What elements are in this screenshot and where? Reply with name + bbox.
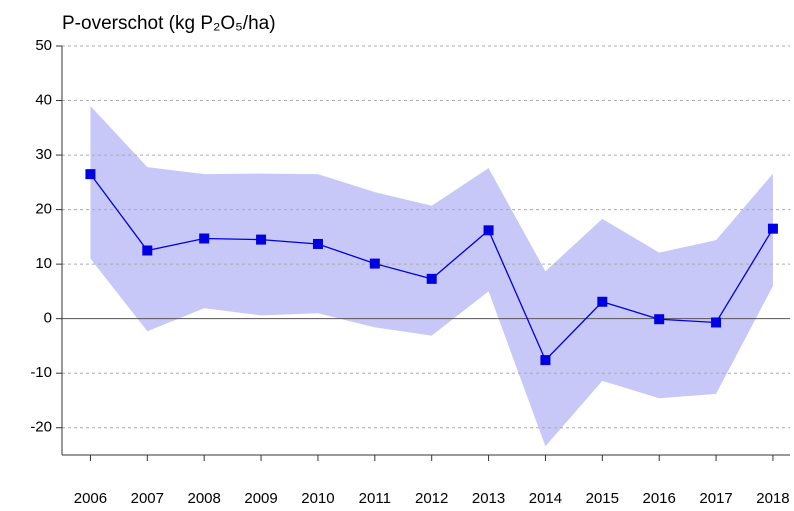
- y-tick-label: 50: [35, 37, 52, 54]
- x-tick-label: 2017: [699, 490, 732, 506]
- x-tick-label: 2018: [756, 490, 789, 506]
- y-tick-label: 0: [44, 310, 52, 327]
- data-point: [597, 296, 608, 307]
- data-point: [654, 314, 665, 325]
- data-point: [312, 238, 323, 249]
- y-tick-label: -10: [30, 364, 52, 381]
- data-point: [369, 258, 380, 269]
- x-tick-label: 2014: [529, 490, 562, 506]
- data-point: [540, 355, 551, 366]
- chart-title: P-overschot (kg P₂O₅/ha): [62, 13, 276, 34]
- data-point: [711, 317, 722, 328]
- data-point: [426, 273, 437, 284]
- x-tick-label: 2009: [244, 490, 277, 506]
- x-tick-label: 2010: [301, 490, 334, 506]
- x-tick-label: 2013: [472, 490, 505, 506]
- x-tick-label: 2015: [586, 490, 619, 506]
- y-tick-label: 30: [35, 146, 52, 163]
- data-point: [767, 223, 778, 234]
- x-tick-label: 2016: [643, 490, 676, 506]
- data-point: [256, 234, 267, 245]
- x-tick-label: 2008: [188, 490, 221, 506]
- y-tick-label: 20: [35, 201, 52, 218]
- y-tick-label: 40: [35, 92, 52, 109]
- y-tick-label: -20: [30, 419, 52, 436]
- y-tick-label: 10: [35, 255, 52, 272]
- x-tick-label: 2007: [131, 490, 164, 506]
- data-point: [142, 245, 153, 256]
- data-point: [483, 225, 494, 236]
- x-tick-label: 2011: [359, 490, 391, 506]
- data-point: [199, 233, 210, 244]
- x-tick-label: 2012: [415, 490, 448, 506]
- x-tick-label: 2006: [74, 490, 107, 506]
- data-point: [85, 169, 96, 180]
